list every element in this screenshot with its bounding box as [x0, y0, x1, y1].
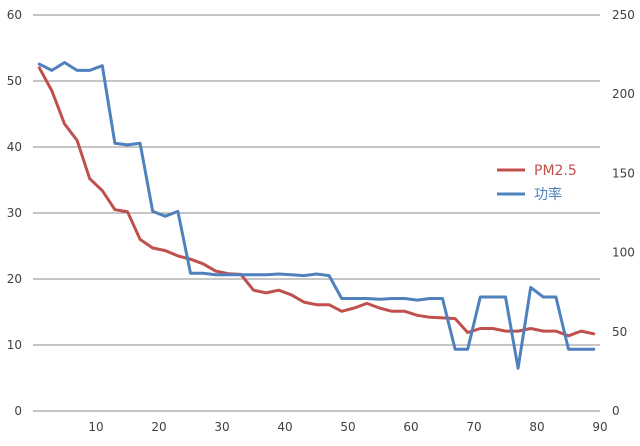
- series-line-1: [37, 61, 596, 370]
- y2-tick-label: 250: [612, 8, 635, 22]
- y2-tick-label: 200: [612, 87, 635, 101]
- y-tick-label: 30: [7, 206, 22, 220]
- x-tick-label: 50: [340, 420, 355, 434]
- y-tick-label: 60: [7, 8, 22, 22]
- y2-tick-label: 50: [612, 325, 627, 339]
- y-tick-label: 50: [7, 74, 22, 88]
- y-tick-label: 10: [7, 338, 22, 352]
- series-lines: [37, 61, 596, 370]
- y2-tick-label: 0: [612, 404, 620, 418]
- x-tick-label: 70: [466, 420, 481, 434]
- y-tick-label: 40: [7, 140, 22, 154]
- y2-tick-label: 100: [612, 246, 635, 260]
- x-tick-label: 80: [529, 420, 544, 434]
- x-tick-label: 90: [592, 420, 607, 434]
- axes: 0 10 20 30 40 50 60 0 50 100 150 200 250 10 20 30 40 50 60…: [7, 8, 635, 434]
- y2-tick-label: 150: [612, 166, 635, 180]
- legend: PM2.5 功率: [497, 163, 577, 203]
- legend-label: 功率: [534, 186, 562, 203]
- legend-label: PM2.5: [534, 163, 577, 179]
- x-tick-label: 10: [88, 420, 103, 434]
- y-tick-label: 20: [7, 272, 22, 286]
- x-tick-label: 30: [214, 420, 229, 434]
- series-line-0: [37, 66, 596, 338]
- x-tick-label: 60: [403, 420, 418, 434]
- y-tick-label: 0: [14, 404, 22, 418]
- x-tick-label: 40: [277, 420, 292, 434]
- x-tick-label: 20: [151, 420, 166, 434]
